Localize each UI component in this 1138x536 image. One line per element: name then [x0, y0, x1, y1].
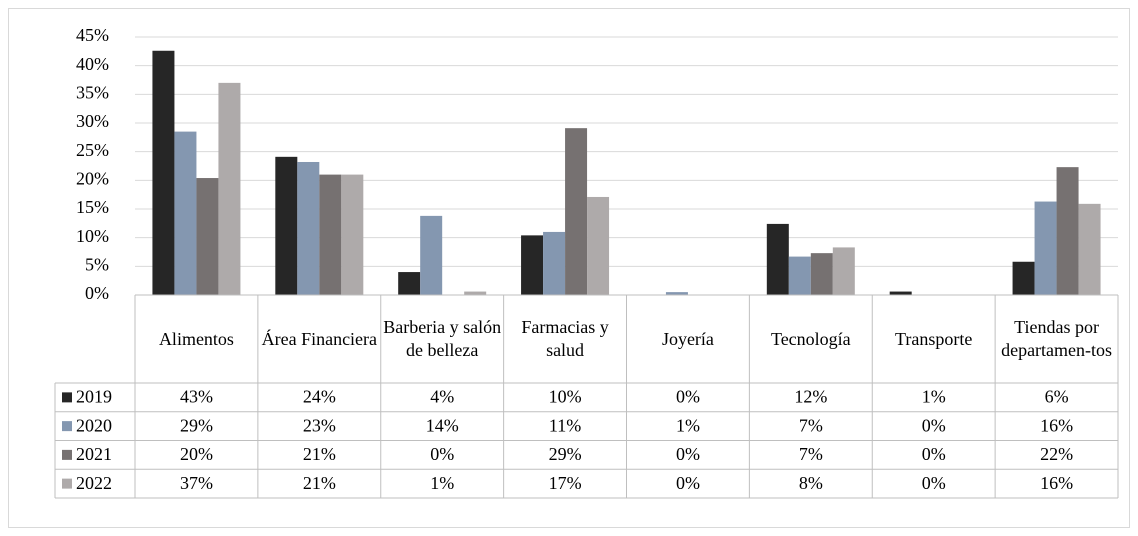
bar — [665, 292, 688, 295]
bar — [889, 291, 912, 295]
bar — [766, 223, 789, 295]
table-value: 4% — [430, 387, 454, 407]
table-value: 0% — [922, 444, 946, 464]
bar — [543, 231, 566, 295]
x-tick-label: Joyería — [661, 328, 714, 349]
table-value: 17% — [549, 473, 582, 493]
x-tick-label: Barberia y salón de belleza — [383, 317, 502, 360]
x-tick-label: Tiendas por departamen-tos — [1001, 317, 1113, 360]
table-value: 22% — [1040, 444, 1073, 464]
table-value: 1% — [430, 473, 454, 493]
bar — [565, 128, 588, 295]
legend-swatch — [62, 392, 72, 403]
x-tick-label: Alimentos — [158, 328, 234, 349]
table-value: 23% — [303, 415, 336, 435]
bar — [196, 178, 219, 295]
x-tick-label: Farmacias y salud — [521, 317, 609, 360]
bar — [464, 291, 487, 295]
bar — [587, 196, 610, 295]
x-tick-label: Tecnología — [770, 328, 851, 349]
x-tick-label: Área Financiera — [261, 328, 378, 349]
bar — [788, 256, 811, 295]
table-value: 0% — [676, 444, 700, 464]
y-tick-label: 35% — [76, 82, 109, 102]
table-value: 0% — [922, 473, 946, 493]
table-value: 21% — [303, 473, 336, 493]
legend-label: 2021 — [76, 444, 112, 464]
x-tick-label: Transporte — [895, 328, 973, 349]
legend-label: 2020 — [76, 415, 112, 435]
table-value: 20% — [180, 444, 213, 464]
bar — [1034, 201, 1057, 295]
y-tick-label: 0% — [85, 283, 109, 303]
bar — [341, 174, 364, 295]
y-tick-label: 30% — [76, 111, 109, 131]
table-value: 7% — [799, 415, 823, 435]
table-value: 10% — [549, 387, 582, 407]
legend-label: 2022 — [76, 473, 112, 493]
table-value: 1% — [676, 415, 700, 435]
legend-swatch — [62, 421, 72, 432]
bar — [1012, 261, 1035, 295]
legend-label: 2019 — [76, 387, 112, 407]
table-value: 6% — [1045, 387, 1069, 407]
bar — [174, 131, 197, 295]
table-value: 16% — [1040, 415, 1073, 435]
bar — [521, 235, 544, 295]
y-tick-label: 20% — [76, 168, 109, 188]
table-value: 0% — [676, 387, 700, 407]
table-value: 43% — [180, 387, 213, 407]
bar — [297, 161, 320, 295]
bar — [218, 82, 241, 295]
bar — [319, 174, 342, 295]
legend-swatch — [62, 478, 72, 489]
y-tick-label: 25% — [76, 140, 109, 160]
table-value: 21% — [303, 444, 336, 464]
table-value: 37% — [180, 473, 213, 493]
y-tick-label: 10% — [76, 226, 109, 246]
y-tick-label: 15% — [76, 197, 109, 217]
legend-swatch — [62, 449, 72, 460]
bar — [275, 156, 298, 295]
bar — [420, 215, 443, 295]
y-tick-label: 5% — [85, 254, 109, 274]
chart-border — [8, 8, 1130, 528]
table-value: 24% — [303, 387, 336, 407]
table-value: 0% — [676, 473, 700, 493]
y-tick-label: 45% — [76, 25, 109, 45]
bar — [398, 272, 421, 295]
table-value: 8% — [799, 473, 823, 493]
bar — [1078, 203, 1101, 295]
table-value: 12% — [794, 387, 827, 407]
table-value: 29% — [549, 444, 582, 464]
table-value: 29% — [180, 415, 213, 435]
table-value: 11% — [549, 415, 581, 435]
bar — [832, 247, 855, 295]
table-value: 1% — [922, 387, 946, 407]
y-tick-label: 40% — [76, 54, 109, 74]
bar — [152, 50, 175, 296]
table-value: 0% — [922, 415, 946, 435]
table-value: 0% — [430, 444, 454, 464]
bar — [1056, 167, 1079, 295]
table-value: 7% — [799, 444, 823, 464]
table-value: 14% — [426, 415, 459, 435]
table-value: 16% — [1040, 473, 1073, 493]
bar — [810, 253, 833, 295]
